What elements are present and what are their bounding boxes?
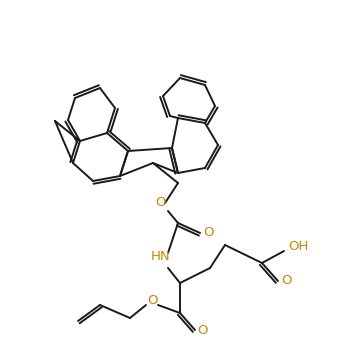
Text: O: O <box>281 274 291 287</box>
Text: O: O <box>156 196 166 208</box>
Text: HN: HN <box>151 249 171 262</box>
Text: O: O <box>198 323 208 337</box>
Text: O: O <box>147 294 157 306</box>
Text: OH: OH <box>288 241 308 253</box>
Text: O: O <box>203 227 213 240</box>
